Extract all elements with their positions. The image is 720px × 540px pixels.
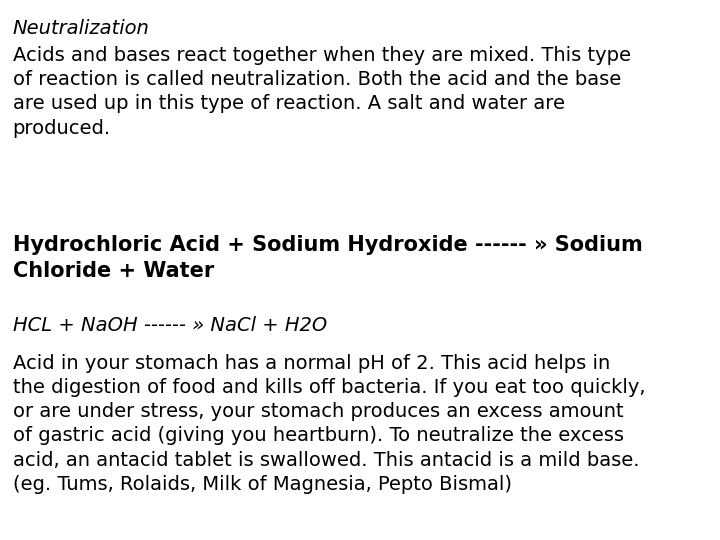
Text: Acid in your stomach has a normal pH of 2. This acid helps in
the digestion of f: Acid in your stomach has a normal pH of … <box>13 354 645 494</box>
Text: Acids and bases react together when they are mixed. This type
of reaction is cal: Acids and bases react together when they… <box>13 46 631 138</box>
Text: Hydrochloric Acid + Sodium Hydroxide ------ » Sodium
Chloride + Water: Hydrochloric Acid + Sodium Hydroxide ---… <box>13 235 642 280</box>
Text: Neutralization: Neutralization <box>13 19 150 38</box>
Text: HCL + NaOH ------ » NaCl + H2O: HCL + NaOH ------ » NaCl + H2O <box>13 316 327 335</box>
